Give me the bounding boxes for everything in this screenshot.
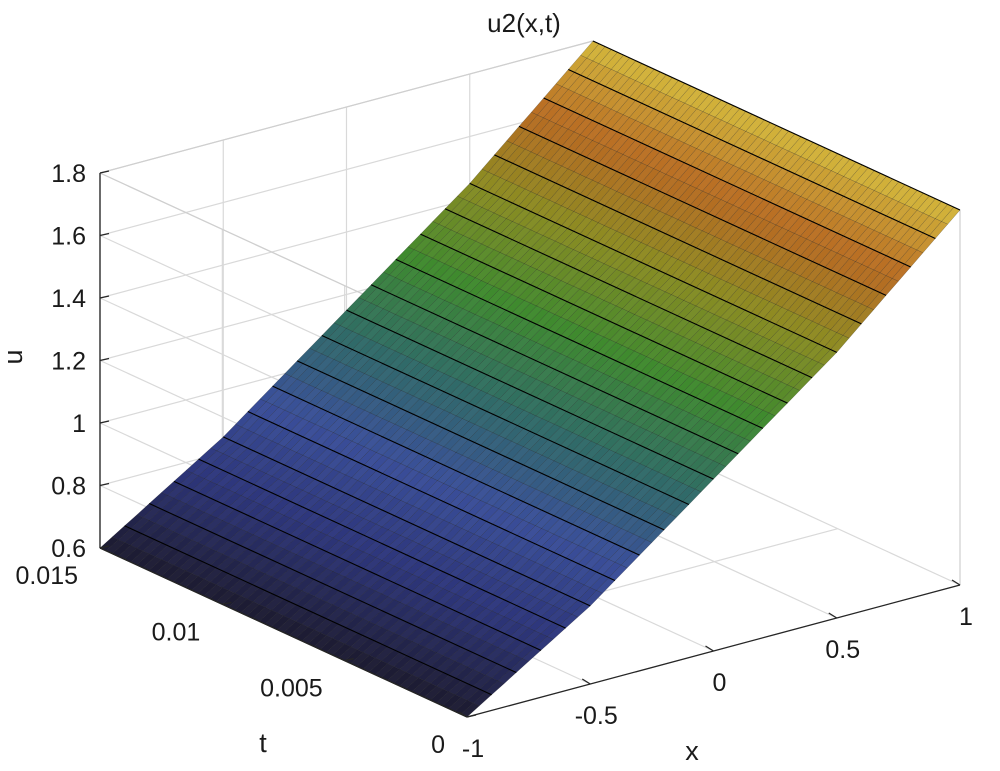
x-tick (828, 612, 838, 619)
t-tick-label: 0 (431, 731, 445, 759)
z-tick-label: 1.8 (51, 160, 86, 188)
z-tick-label: 1.2 (51, 348, 86, 376)
mesh-line (444, 208, 813, 379)
mesh-line (395, 258, 764, 429)
x-tick-label: 1 (959, 603, 973, 631)
t-tick-label: 0.005 (260, 675, 323, 703)
t-tick (222, 601, 232, 605)
surface-mesh (99, 40, 961, 718)
mesh-line (124, 525, 492, 696)
mesh-line (223, 436, 591, 607)
z-tick (99, 482, 110, 487)
mesh-line (592, 40, 961, 211)
z-tick-label: 1 (72, 410, 86, 438)
z-tick (99, 170, 110, 174)
z-axis-label: u (0, 349, 28, 364)
z-tick (99, 295, 110, 299)
z-tick (99, 357, 110, 362)
z-tick (99, 232, 110, 237)
grid-line (99, 102, 594, 237)
mesh-line (346, 309, 714, 480)
t-tick (466, 714, 477, 718)
mesh-line (272, 385, 640, 556)
x-tick (581, 678, 591, 685)
mesh-line (568, 68, 936, 239)
t-tick (99, 545, 110, 549)
box-edge (99, 40, 594, 174)
t-axis-label: t (259, 728, 267, 758)
mesh-line (518, 125, 887, 296)
x-tick (951, 579, 961, 586)
x-tick-label: -1 (462, 735, 484, 763)
mesh-line (198, 458, 566, 629)
mesh-line (543, 97, 911, 268)
tick-labels: 0.6 0.8 1 1.2 1.4 1.6 1.8 0 0.005 0.01 0.015 -1 -0.5… (15, 160, 973, 763)
axis-lines (99, 170, 961, 718)
x-axis-label: x (685, 736, 699, 766)
z-tick-label: 1.4 (51, 285, 86, 313)
t-tick-label: 0.015 (15, 562, 78, 590)
chart-title: u2(x,t) (487, 8, 561, 38)
mesh-line (494, 154, 862, 325)
t-tick (344, 658, 354, 662)
z-tick (99, 420, 110, 424)
z-tick-label: 1.6 (51, 223, 86, 251)
t-tick-label: 0.01 (152, 618, 201, 646)
x-tick (458, 711, 468, 718)
x-tick-label: -0.5 (575, 702, 618, 730)
z-tick-label: 0.8 (51, 473, 86, 501)
mesh-line (370, 284, 739, 455)
x-tick-label: 0 (713, 669, 727, 697)
mesh-line (321, 334, 690, 505)
mesh-line (149, 503, 517, 674)
z-tick-label: 0.6 (51, 535, 86, 563)
mesh-line (469, 182, 837, 353)
mesh-line (247, 411, 616, 582)
mesh-line (296, 360, 665, 531)
x-tick-label: 0.5 (825, 636, 860, 664)
mesh-line (173, 480, 542, 651)
x-tick (705, 645, 714, 652)
mesh-line (420, 233, 788, 404)
t-axis-line (99, 547, 468, 718)
